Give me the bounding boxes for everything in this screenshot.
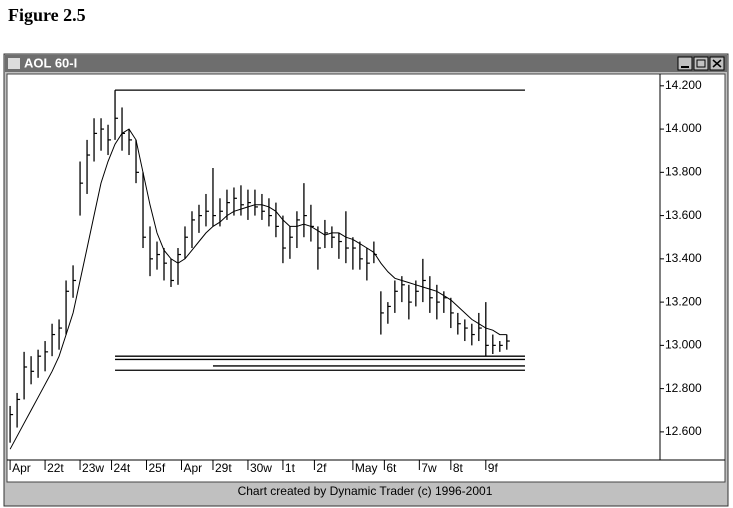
y-tick-label: 13.600 [665, 208, 702, 222]
x-tick-label: 24t [114, 461, 131, 475]
x-tick-label: 29t [215, 461, 232, 475]
minimize-button[interactable] [677, 56, 693, 71]
close-icon [712, 59, 722, 68]
x-tick-label: Apr [183, 461, 202, 475]
x-tick-label: May [355, 461, 378, 475]
y-tick-label: 13.200 [665, 294, 702, 308]
y-tick-label: 13.800 [665, 165, 702, 179]
x-tick-label: 6t [386, 461, 397, 475]
window-title: AOL 60-I [24, 55, 77, 70]
figure-label: Figure 2.5 [8, 5, 86, 25]
window-icon [8, 58, 20, 69]
title-bar [5, 55, 727, 72]
y-tick-label: 14.200 [665, 78, 702, 92]
y-tick-label: 13.400 [665, 251, 702, 265]
moving-average [9, 128, 507, 450]
x-tick-label: 8t [453, 461, 464, 475]
plot-background [6, 73, 726, 483]
maximize-button[interactable] [693, 56, 709, 71]
x-tick-label: 9f [488, 461, 499, 475]
x-tick-label: 25f [149, 461, 166, 475]
x-tick-label: 2f [316, 461, 327, 475]
x-tick-label: 1t [285, 461, 296, 475]
y-tick-label: 12.600 [665, 424, 702, 438]
x-tick-label: 23w [82, 461, 104, 475]
x-tick-label: 7w [421, 461, 437, 475]
credit: Chart created by Dynamic Trader (c) 1996… [238, 484, 493, 498]
y-tick-label: 12.800 [665, 381, 702, 395]
y-tick-label: 14.000 [665, 121, 702, 135]
maximize-icon [696, 59, 706, 68]
x-tick-label: 22t [47, 461, 64, 475]
x-tick-label: Apr [12, 461, 31, 475]
y-tick-label: 13.000 [665, 338, 702, 352]
x-tick-label: 30w [250, 461, 272, 475]
